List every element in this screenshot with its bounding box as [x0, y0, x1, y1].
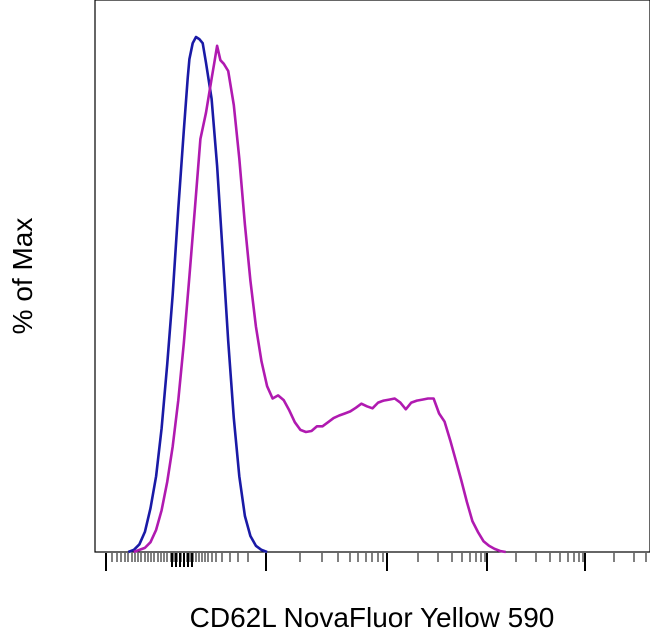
x-axis-ticks — [105, 553, 647, 571]
y-axis-label: % of Max — [7, 218, 38, 335]
series-line-1 — [127, 35, 268, 554]
x-axis-label: CD62L NovaFluor Yellow 590 — [190, 602, 555, 633]
histogram-series — [127, 35, 506, 554]
series-line-2 — [133, 44, 506, 554]
plot-area-frame — [94, 0, 650, 553]
